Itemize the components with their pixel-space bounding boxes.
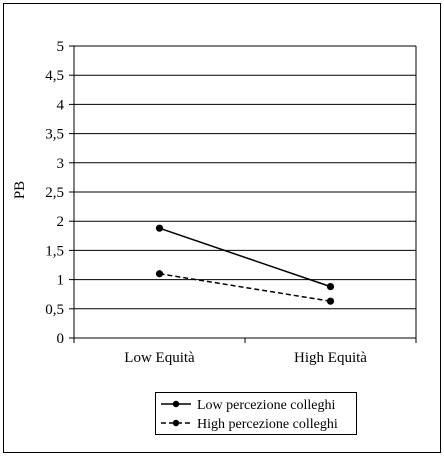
x-tick-label: High Equità: [294, 350, 367, 366]
data-point: [155, 270, 164, 278]
data-point: [155, 224, 164, 232]
y-tick-label: 3: [57, 156, 65, 172]
legend-label-1: Low percezione colleghi: [197, 398, 335, 413]
legend-marker: [172, 400, 180, 408]
x-tick-labels: Low Equità High Equità: [124, 350, 367, 366]
y-axis-label: PB: [12, 181, 28, 199]
series-line-2: [159, 273, 331, 302]
series-line-1: [159, 227, 331, 288]
legend-box: [155, 392, 357, 435]
y-tick-label: 4,5: [45, 68, 64, 84]
legend-label-2: High percezione colleghi: [197, 417, 338, 432]
y-tick-label: 0,5: [45, 302, 64, 318]
axes: [73, 46, 417, 343]
legend: Low percezione colleghi High percezione c…: [155, 392, 357, 435]
y-tick-label: 2: [57, 214, 65, 230]
y-tick-label: 3,5: [45, 127, 64, 143]
legend-marker: [172, 419, 180, 427]
y-tick-label: 2,5: [45, 185, 64, 201]
data-point: [326, 297, 335, 305]
y-tick-label: 4: [57, 97, 65, 113]
y-tick-label: 0: [57, 331, 65, 347]
chart-border: [3, 3, 441, 453]
x-tick-label: Low Equità: [124, 350, 195, 366]
y-tick-label: 1: [57, 273, 65, 289]
y-tick-label: 5: [57, 39, 65, 55]
y-tick-label: 1,5: [45, 243, 64, 259]
data-point: [326, 283, 335, 291]
y-tick-labels: 0 0,5 1 1,5 2 2,5 3 3,5 4 4,5 5: [45, 39, 64, 347]
series-group: [155, 224, 335, 305]
grid-lines: [69, 45, 416, 339]
